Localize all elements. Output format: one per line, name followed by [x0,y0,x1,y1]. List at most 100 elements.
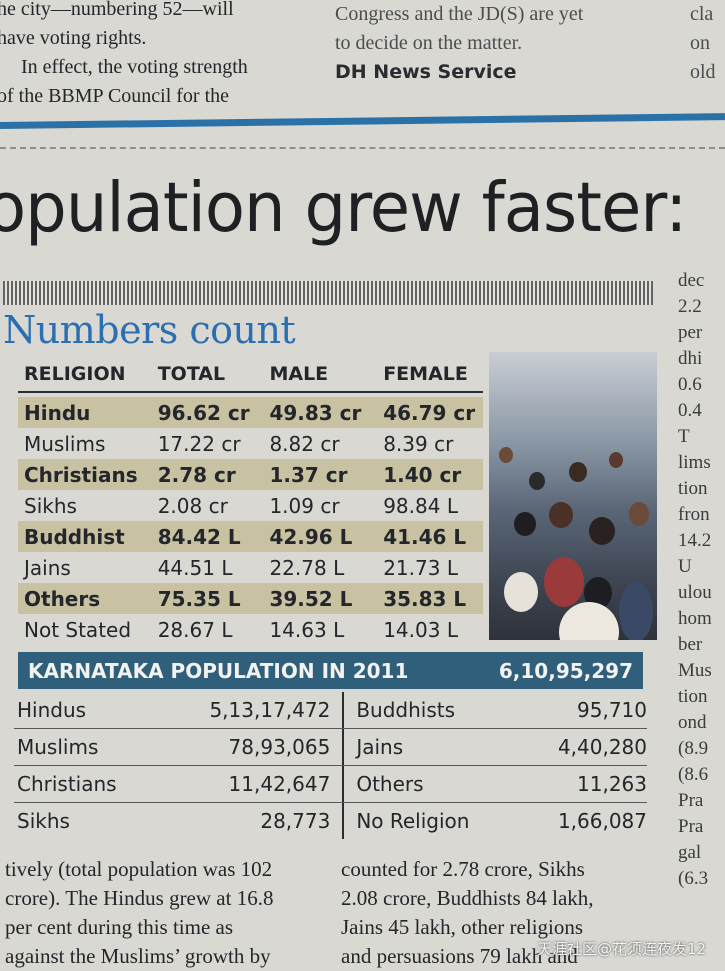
top-right-column: cla on old [690,0,716,87]
text-line: per [678,322,703,343]
banner-total: 6,10,95,297 [498,658,633,683]
cell: 28.67 L [157,617,233,642]
header-cell: RELIGION [24,363,126,385]
cell: 95,710 [577,698,647,722]
cell: 78,93,065 [135,729,345,765]
text-line: crore). The Hindus grew at 16.8 [5,886,274,910]
cell: Others [24,586,101,611]
cell: Christians [17,772,117,796]
text-line: against the Muslims’ growth by [5,944,271,968]
cell: 2.78 cr [157,462,236,487]
text-line: lims [678,452,711,473]
table-row: Christians 11,42,647 Others 11,263 [14,766,647,803]
cell: 11,263 [577,772,647,796]
text-line: gal [678,842,702,863]
dashed-rule [0,147,725,149]
blue-rule [0,113,725,129]
text-line: have voting rights. [0,27,147,49]
table-row: Not Stated 28.67 L 14.63 L 14.03 L [18,614,483,645]
text-line: to decide on the matter. [335,32,523,54]
text-line: counted for 2.78 crore, Sikhs [341,857,585,881]
text-line: U [678,556,692,577]
header-cell: MALE [269,363,329,385]
text-line: tively (total population was 102 [5,857,273,881]
text-line: on [690,32,710,54]
text-line: Pra [678,816,704,837]
cell: 11,42,647 [135,766,345,802]
cell: 8.39 cr [383,431,454,456]
cell: 96.62 cr [157,400,250,425]
text-line: (6.3 [678,868,709,889]
banner-title: KARNATAKA POPULATION IN 2011 [28,658,409,683]
table-row: Sikhs 2.08 cr 1.09 cr 98.84 L [18,490,483,521]
text-line: In effect, the voting strength [21,56,248,78]
text-line: cla [690,3,714,25]
graphic-title: Numbers count [3,308,296,352]
text-line: dec [678,270,705,291]
body-middle-column: counted for 2.78 crore, Sikhs 2.08 crore… [341,855,671,971]
table-row: Others 75.35 L 39.52 L 35.83 L [18,583,483,614]
cell: Sikhs [17,809,70,833]
cell: Jains [24,555,71,580]
cell: 1.40 cr [383,462,462,487]
cell: 14.03 L [383,617,458,642]
decorative-bar [3,281,653,305]
byline: DH News Service [335,61,517,83]
text-line: 14.2 [678,530,712,551]
cell: 41.46 L [383,524,467,549]
cell: Others [356,772,424,796]
text-line: per cent during this time as [5,915,234,939]
text-line: tion [678,686,708,707]
cell: 1.37 cr [269,462,348,487]
top-left-column: he city—numbering 52—will have voting ri… [0,0,317,111]
header-cell: TOTAL [157,363,226,385]
crowd-photo [489,352,657,640]
table-row: Christians 2.78 cr 1.37 cr 1.40 cr [18,459,483,490]
cell: Christians [24,462,138,487]
table-row: Hindu 96.62 cr 49.83 cr 46.79 cr [18,397,483,428]
text-line: and persuasions 79 lakh and [341,944,578,968]
cell: 2.08 cr [157,493,228,518]
cell: 46.79 cr [383,400,476,425]
cell: 22.78 L [269,555,345,580]
table-row: Hindus 5,13,17,472 Buddhists 95,710 [14,692,647,729]
cell: 42.96 L [269,524,353,549]
header-cell: FEMALE [383,363,468,385]
cell: 1,66,087 [557,809,647,833]
cell: Not Stated [24,617,132,642]
cell: 75.35 L [157,586,241,611]
text-line: ond [678,712,707,733]
text-line: old [690,61,716,83]
text-line: fron [678,504,710,525]
table-row: Muslims 17.22 cr 8.82 cr 8.39 cr [18,428,483,459]
text-line: (8.6 [678,764,709,785]
cell: 21.73 L [383,555,458,580]
table-row: Sikhs 28,773 No Religion 1,66,087 [14,803,647,839]
cell: 1.09 cr [269,493,340,518]
text-line: dhi [678,348,703,369]
cell: Muslims [17,735,99,759]
table-row: Muslims 78,93,065 Jains 4,40,280 [14,729,647,766]
cell: No Religion [356,809,470,833]
text-line: 2.2 [678,296,702,317]
cell: 14.63 L [269,617,345,642]
cell: Muslims [24,431,106,456]
cell: 4,40,280 [557,735,647,759]
cell: 44.51 L [157,555,233,580]
text-line: Congress and the JD(S) are yet [335,3,584,25]
text-line: 0.4 [678,400,702,421]
cell: 39.52 L [269,586,353,611]
cell: Sikhs [24,493,77,518]
cell: Hindus [17,698,87,722]
cell: 17.22 cr [157,431,241,456]
cell: Buddhist [24,524,125,549]
cell: Jains [356,735,404,759]
table-row: Jains 44.51 L 22.78 L 21.73 L [18,552,483,583]
table-header: RELIGION TOTAL MALE FEMALE [18,357,483,393]
text-line: 0.6 [678,374,702,395]
text-line: 2.08 crore, Buddhists 84 lakh, [341,886,594,910]
text-line: tion [678,478,708,499]
text-line: of the BBMP Council for the [0,85,230,107]
text-line: ulou [678,582,712,603]
